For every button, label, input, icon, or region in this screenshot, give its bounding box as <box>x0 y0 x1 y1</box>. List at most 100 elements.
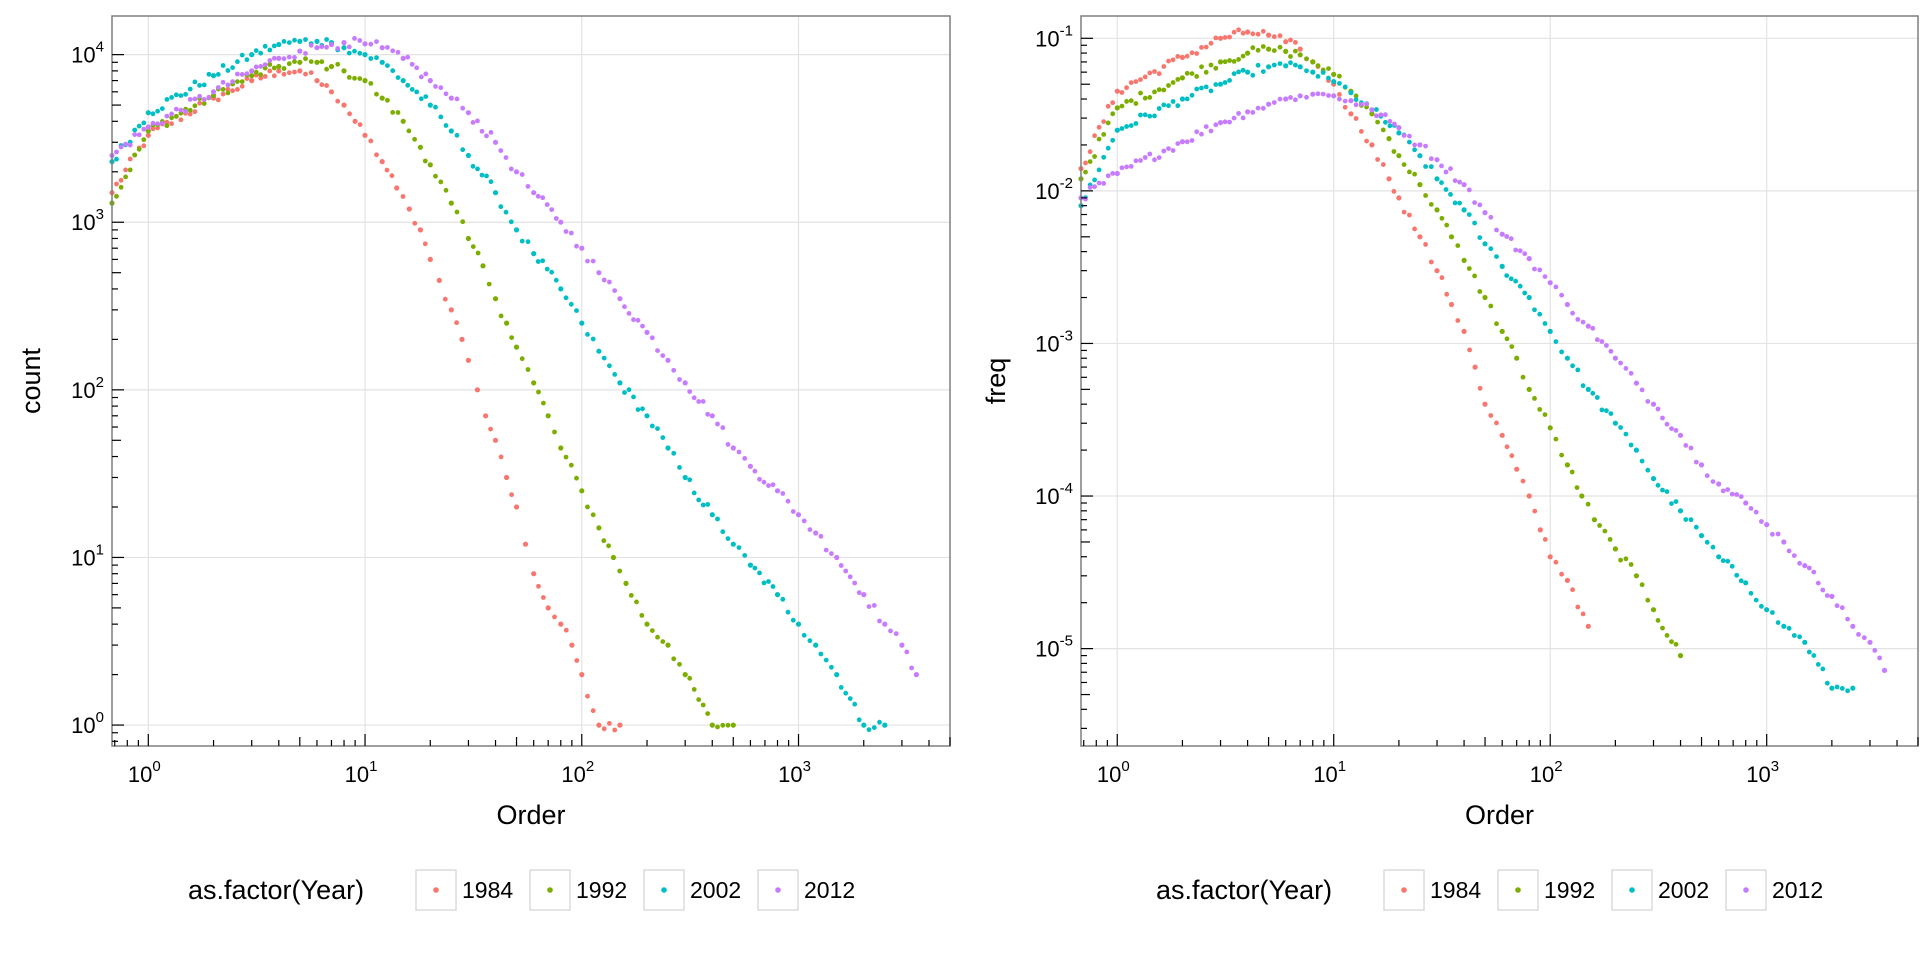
data-point-1984 <box>1161 64 1167 69</box>
data-point-1984 <box>118 177 124 183</box>
data-point-1992 <box>417 144 423 150</box>
data-point-2012 <box>1217 120 1224 126</box>
data-point-2012 <box>1786 548 1792 554</box>
data-point-2012 <box>281 56 287 62</box>
data-point-1984 <box>1488 413 1494 418</box>
data-point-2002 <box>1331 79 1337 85</box>
data-point-1992 <box>1304 56 1309 62</box>
data-point-2002 <box>1396 130 1402 136</box>
data-point-2012 <box>1881 667 1888 674</box>
legend-dot <box>433 887 439 893</box>
data-point-1992 <box>691 687 697 692</box>
data-point-1984 <box>225 86 231 92</box>
data-point-2012 <box>1612 355 1618 361</box>
data-point-2002 <box>346 50 352 56</box>
tick-base: 10 <box>71 545 95 570</box>
data-point-2012 <box>1283 96 1289 102</box>
data-point-2012 <box>705 411 711 417</box>
data-point-1992 <box>1133 101 1139 106</box>
data-point-1992 <box>422 158 428 164</box>
data-point-2012 <box>1331 93 1337 99</box>
data-point-2002 <box>807 638 813 644</box>
data-point-2012 <box>244 71 250 77</box>
tick-base: 10 <box>71 43 95 68</box>
data-point-2012 <box>1359 102 1364 107</box>
data-point-1984 <box>1179 54 1185 61</box>
data-point-2012 <box>774 488 781 494</box>
data-point-1992 <box>486 281 492 287</box>
data-point-2012 <box>1704 473 1710 479</box>
data-point-1992 <box>1194 74 1200 79</box>
data-point-1984 <box>341 102 347 108</box>
data-point-2002 <box>206 71 212 77</box>
data-point-2012 <box>1532 266 1537 272</box>
data-point-2012 <box>766 483 771 488</box>
data-point-2002 <box>1236 69 1241 75</box>
data-point-2002 <box>801 632 807 638</box>
data-point-2012 <box>1124 164 1129 170</box>
data-point-2012 <box>720 425 726 431</box>
data-point-1992 <box>1537 407 1543 412</box>
data-point-2002 <box>132 127 138 133</box>
tick-exponent: 1 <box>1338 758 1346 775</box>
data-point-2012 <box>443 91 449 97</box>
data-point-2002 <box>114 156 119 162</box>
data-point-1992 <box>1271 48 1277 53</box>
data-point-2012 <box>1580 319 1586 325</box>
data-point-1984 <box>1494 420 1499 426</box>
data-point-1984 <box>590 708 596 714</box>
tick-base: 10 <box>1313 762 1337 787</box>
data-point-2012 <box>1811 569 1817 575</box>
data-point-2012 <box>197 93 203 99</box>
data-point-2002 <box>159 106 165 111</box>
data-point-2002 <box>1547 328 1553 334</box>
data-point-2002 <box>192 79 198 85</box>
data-point-1992 <box>579 488 585 494</box>
data-point-1992 <box>225 90 231 96</box>
data-point-2012 <box>847 574 853 580</box>
data-point-2012 <box>1428 156 1434 162</box>
data-point-1984 <box>454 320 459 326</box>
data-point-2002 <box>1850 685 1856 691</box>
data-point-2002 <box>155 108 161 114</box>
data-point-2002 <box>352 48 357 54</box>
data-point-2012 <box>1133 158 1139 164</box>
data-point-2012 <box>807 527 813 532</box>
data-point-2012 <box>328 41 335 48</box>
data-point-2002 <box>1759 603 1764 609</box>
tick-exponent: 3 <box>1771 758 1779 775</box>
data-point-2002 <box>1513 278 1519 284</box>
data-point-1984 <box>536 583 541 589</box>
data-point-1984 <box>1255 31 1261 37</box>
data-point-2012 <box>660 353 666 358</box>
data-point-2002 <box>488 179 494 185</box>
data-point-2002 <box>1128 123 1134 128</box>
data-point-2002 <box>1439 180 1444 186</box>
data-point-2012 <box>1594 337 1600 343</box>
data-point-2002 <box>563 295 569 301</box>
data-point-1984 <box>1227 34 1232 40</box>
data-point-2012 <box>385 45 390 50</box>
data-point-2012 <box>757 476 762 482</box>
data-point-2002 <box>1240 67 1246 73</box>
data-point-1992 <box>475 250 481 256</box>
data-point-1992 <box>123 174 128 180</box>
data-point-2012 <box>1250 110 1256 115</box>
data-point-1984 <box>1369 142 1375 148</box>
data-point-1984 <box>1537 527 1543 533</box>
data-point-1992 <box>454 209 460 215</box>
data-point-1992 <box>1110 111 1116 117</box>
data-point-1992 <box>1315 63 1321 68</box>
data-point-2012 <box>169 111 175 117</box>
data-point-1992 <box>192 103 198 109</box>
data-point-2012 <box>1734 492 1740 497</box>
data-point-1992 <box>1660 625 1665 631</box>
tick-exponent: 3 <box>96 206 104 223</box>
data-point-1984 <box>239 83 245 89</box>
data-point-1992 <box>1293 48 1298 54</box>
data-point-1992 <box>1310 59 1316 65</box>
data-point-2012 <box>1660 415 1665 421</box>
data-point-1984 <box>384 167 390 173</box>
data-point-2002 <box>1564 355 1570 361</box>
data-point-1984 <box>541 595 546 600</box>
